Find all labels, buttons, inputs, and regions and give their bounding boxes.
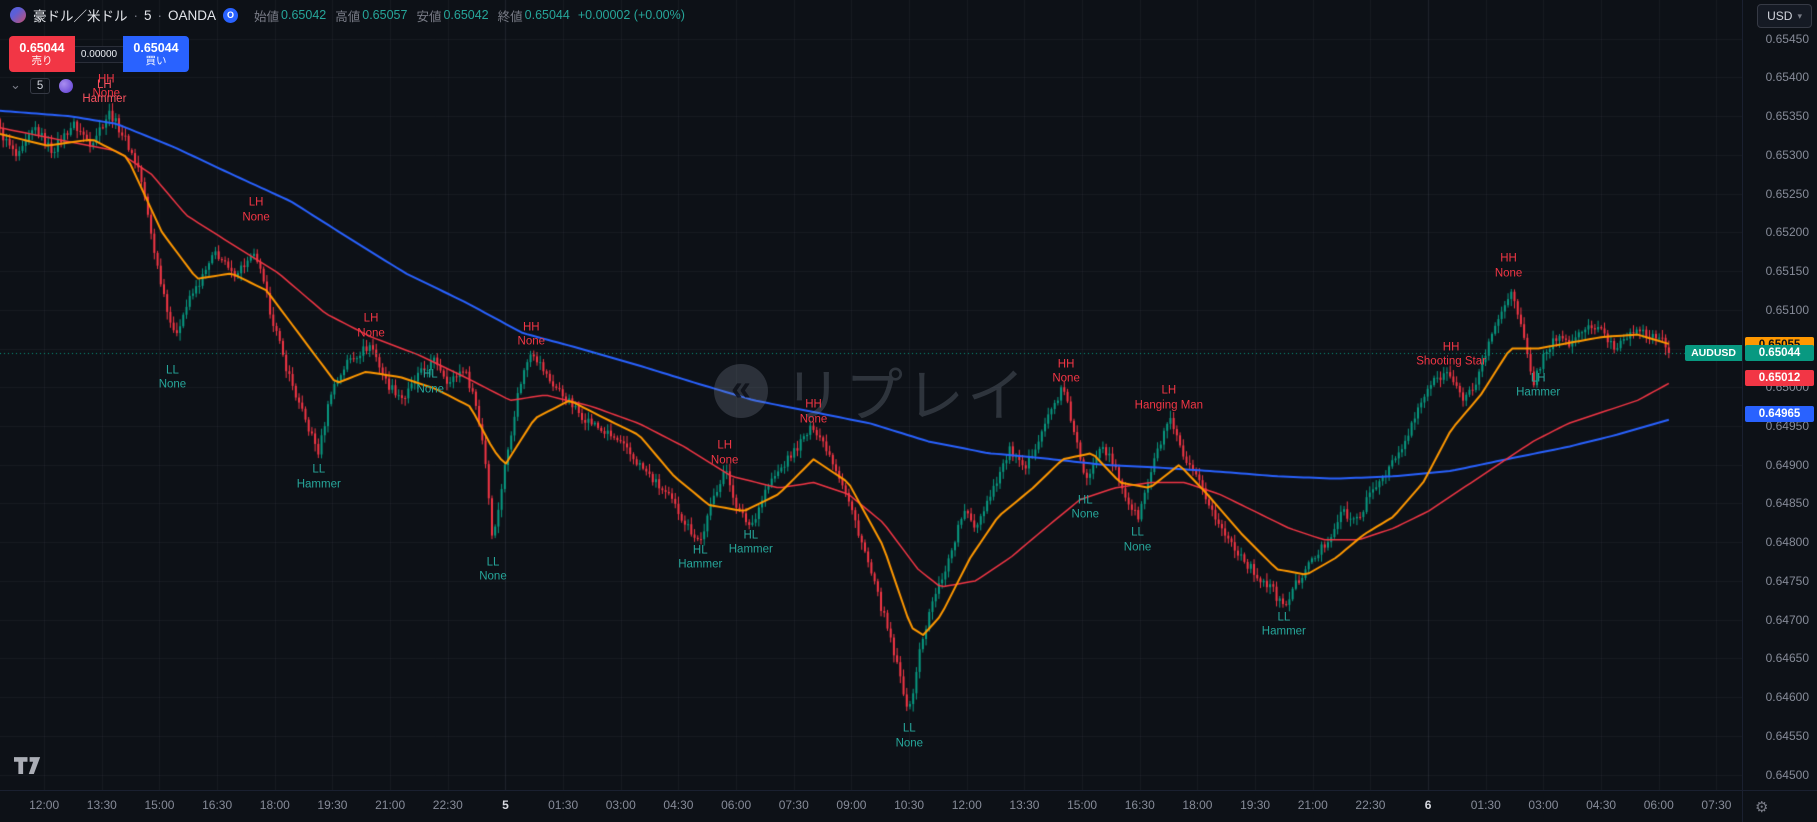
time-tick-label: 22:30 <box>432 798 463 812</box>
time-tick-label: 21:00 <box>1297 798 1328 812</box>
interval-badge[interactable]: 5 <box>29 78 51 94</box>
currency-label: USD <box>1767 9 1793 23</box>
price-tick-label: 0.65250 <box>1765 186 1809 201</box>
price-tick-label: 0.65200 <box>1765 225 1809 240</box>
time-tick-label: 12:00 <box>951 798 982 812</box>
price-tick-label: 0.65150 <box>1765 264 1809 279</box>
price-tick-label: 0.65100 <box>1765 302 1809 317</box>
price-tick-label: 0.64600 <box>1765 690 1809 705</box>
time-tick-label: 16:30 <box>202 798 233 812</box>
ohlc-values: 始値 0.65042 高値 0.65057 安値 0.65042 終値 0.65044 … <box>245 6 685 25</box>
low-label: 安値 <box>416 9 442 24</box>
buy-button[interactable]: 0.65044 買い <box>123 36 189 72</box>
symbol-name: 豪ドル／米ドル <box>33 9 128 24</box>
indicator-legend: ⌄ 5 LH Hammer <box>10 78 126 107</box>
close-value: 0.65044 <box>524 8 570 22</box>
high-label: 高値 <box>335 9 361 24</box>
current-price-tag: 0.65044 <box>1745 345 1814 362</box>
time-tick-label: 03:00 <box>1528 798 1559 812</box>
price-tick-label: 0.64500 <box>1765 767 1809 782</box>
time-tick-label: 5 <box>502 798 509 812</box>
time-tick-label: 15:00 <box>144 798 175 812</box>
price-tick-label: 0.64550 <box>1765 728 1809 743</box>
caret-down-icon: ▾ <box>1797 10 1802 21</box>
price-tick-label: 0.65400 <box>1765 70 1809 85</box>
price-tick-label: 0.65350 <box>1765 109 1809 124</box>
ma-slow-price-tag: 0.64965 <box>1745 406 1814 423</box>
open-label: 始値 <box>254 9 280 24</box>
time-tick-label: 07:30 <box>778 798 809 812</box>
low-value: 0.65042 <box>443 8 489 22</box>
pattern-legend-line2: Hammer <box>82 93 127 106</box>
price-tick-label: 0.65450 <box>1765 31 1809 46</box>
tradingview-logo[interactable] <box>14 757 41 774</box>
symbol-icon <box>10 7 26 23</box>
time-tick-label: 09:00 <box>836 798 867 812</box>
chart-header: 豪ドル／米ドル · 5 · OANDA O 始値 0.65042 高値 0.6505… <box>0 0 695 30</box>
time-tick-label: 19:30 <box>317 798 348 812</box>
sell-label: 売り <box>31 55 53 68</box>
chart-plot[interactable]: « リプレイ HH None LH None LL None LH None LL Hammer H… <box>0 0 1742 790</box>
time-tick-label: 04:30 <box>663 798 694 812</box>
time-tick-label: 16:30 <box>1124 798 1155 812</box>
time-tick-label: 01:30 <box>1470 798 1501 812</box>
title-separator: · <box>157 7 163 23</box>
currency-button[interactable]: USD ▾ <box>1757 4 1812 28</box>
time-tick-label: 07:30 <box>1701 798 1732 812</box>
open-value: 0.65042 <box>281 8 327 22</box>
sell-button[interactable]: 0.65044 売り <box>9 36 75 72</box>
chart-canvas[interactable] <box>0 0 1742 790</box>
time-tick-label: 22:30 <box>1355 798 1386 812</box>
time-tick-label: 01:30 <box>548 798 579 812</box>
change-value: +0.00002 (+0.00%) <box>577 8 685 22</box>
pattern-indicator-icon <box>59 79 74 93</box>
time-tick-label: 13:30 <box>1009 798 1040 812</box>
price-tick-label: 0.64900 <box>1765 457 1809 472</box>
price-tick-label: 0.64700 <box>1765 612 1809 627</box>
buy-price: 0.65044 <box>133 40 179 55</box>
price-tick-label: 0.65300 <box>1765 147 1809 162</box>
time-tick-label: 03:00 <box>605 798 636 812</box>
time-tick-label: 10:30 <box>894 798 925 812</box>
time-axis[interactable]: 12:00 13:30 15:00 16:30 18:00 19:30 21:00 22:30… <box>0 790 1742 822</box>
ma-mid-price-tag: 0.65012 <box>1745 369 1814 386</box>
close-label: 終値 <box>497 9 523 24</box>
price-tick-label: 0.64750 <box>1765 573 1809 588</box>
buy-label: 買い <box>145 55 167 68</box>
time-tick-label: 12:00 <box>29 798 60 812</box>
time-tick-label: 06:00 <box>1643 798 1674 812</box>
symbol-interval: 5 <box>144 7 152 23</box>
axis-corner: ⚙ <box>1742 790 1817 822</box>
price-tick-label: 0.64800 <box>1765 535 1809 550</box>
time-tick-label: 6 <box>1424 798 1432 812</box>
exchange-logo-icon: O <box>223 7 239 23</box>
symbol-exchange: OANDA <box>168 7 217 23</box>
time-tick-label: 06:00 <box>721 798 752 812</box>
time-tick-label: 21:00 <box>375 798 406 812</box>
gear-icon[interactable]: ⚙ <box>1755 798 1769 816</box>
title-separator: · <box>133 7 139 23</box>
time-tick-label: 04:30 <box>1586 798 1617 812</box>
time-tick-label: 15:00 <box>1067 798 1098 812</box>
price-axis[interactable]: 0.65450 0.65400 0.65350 0.65300 0.65250 0.652… <box>1742 0 1817 790</box>
spread-value: 0.00000 <box>75 45 123 63</box>
chevron-down-icon[interactable]: ⌄ <box>10 77 21 92</box>
trade-panel: 0.65044 売り 0.00000 0.65044 買い <box>9 36 189 72</box>
symbol-price-tag: AUDUSD <box>1685 345 1742 362</box>
time-tick-label: 18:00 <box>1182 798 1213 812</box>
symbol-title[interactable]: 豪ドル／米ドル · 5 · OANDA <box>33 5 216 25</box>
time-tick-label: 18:00 <box>259 798 290 812</box>
time-tick-label: 13:30 <box>86 798 117 812</box>
price-tick-label: 0.64950 <box>1765 418 1809 433</box>
pattern-legend-line1: LH <box>97 79 112 91</box>
price-tick-label: 0.64650 <box>1765 651 1809 666</box>
high-value: 0.65057 <box>362 8 408 22</box>
pattern-legend-label[interactable]: LH Hammer <box>82 78 126 107</box>
price-tick-label: 0.64850 <box>1765 496 1809 511</box>
sell-price: 0.65044 <box>19 40 65 55</box>
time-tick-label: 19:30 <box>1240 798 1271 812</box>
